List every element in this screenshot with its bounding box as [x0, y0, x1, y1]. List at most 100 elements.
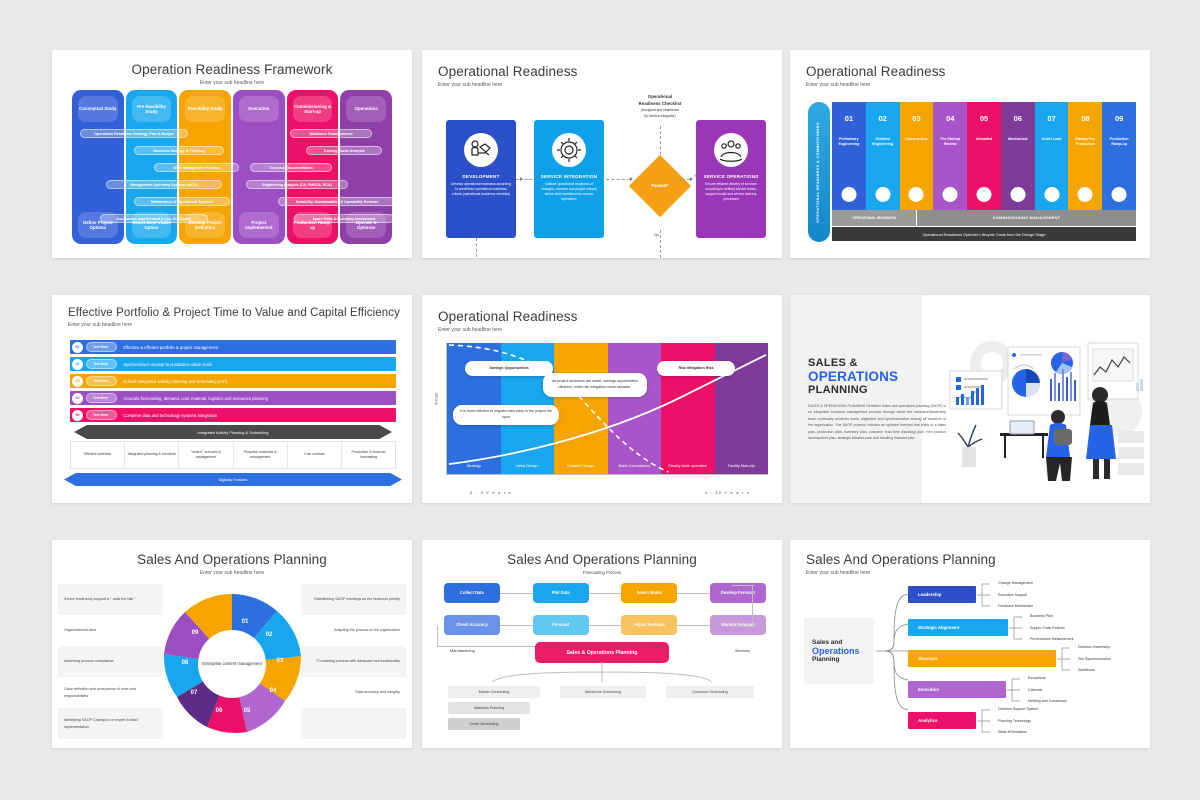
page-title: Sales And Operations Planning [806, 552, 996, 567]
chevron-step-05[interactable]: 05 Unloaded [967, 102, 1001, 210]
page-subtitle: Enter your sub headline here [438, 327, 503, 333]
chevron-step-08[interactable]: 08 Startup Pre-Production [1068, 102, 1103, 210]
portfolio-row[interactable]: 03 Text Here Robust integrated activity … [70, 374, 396, 388]
manufacturing-list: Master Scheduling Materials Planning Ord… [448, 686, 540, 730]
column-header: Commissioning & Start-up [292, 96, 333, 122]
step-forecast[interactable]: Forecast [532, 615, 589, 635]
step-select-model[interactable]: Select Model [621, 583, 678, 603]
connector-line [437, 625, 438, 647]
slide-effective-portfolio[interactable]: Effective Portfolio & Project Time to Va… [52, 295, 412, 503]
row-text: Complete data and technology systems int… [123, 412, 218, 418]
chevron-step-02[interactable]: 02 Detailed Engineering [865, 102, 900, 210]
column-pre-feasibility-study[interactable]: Pre-feasibility Study Select Most Viable… [125, 90, 178, 244]
gear-right-items: Establishing S&OP meetings as the busine… [301, 584, 406, 739]
slide-sop-mindmap[interactable]: Sales And Operations Planning Enter your… [790, 540, 1150, 748]
band-operational-readiness: OPERATIONAL READINESS [832, 210, 918, 226]
svg-text:02: 02 [266, 632, 273, 638]
step-monitor-forecast[interactable]: Monitor Forecast [709, 615, 766, 635]
chevron-step-06[interactable]: 06 Mechanical [1000, 102, 1035, 210]
portfolio-row[interactable]: 04 Text Here Accurate forecasting, deman… [70, 391, 396, 405]
step-plot-data[interactable]: Plot Data [532, 583, 589, 603]
column-operations[interactable]: Operations Operate & Optimize [340, 90, 393, 244]
forecast-row-2: Check Accuracy Forecast Adjust Forecast … [444, 615, 766, 635]
portfolio-row[interactable]: 01 Text Here Effective & efficient portf… [70, 340, 396, 354]
row-number: 05 [72, 409, 83, 421]
slide-operational-readiness-cost-curve[interactable]: Operational Readiness Enter your sub hea… [422, 295, 782, 503]
page-title: Operational Readiness [438, 309, 578, 324]
step-develop-forecast[interactable]: Develop Forecast [709, 583, 766, 603]
leaf-item: Feedback Mechanism [998, 604, 1034, 608]
phase-service-integration[interactable]: SERVICE INTEGRATION Validate operational… [534, 120, 604, 238]
heading-line1: SALES & [808, 357, 858, 369]
branch-leadership[interactable]: Leadership [908, 586, 976, 603]
branch-analytics[interactable]: Analytics [908, 712, 976, 729]
connector-line [752, 585, 753, 627]
phase-service-operations[interactable]: SERVICE OPERATIONS Ensure efficient deli… [696, 120, 766, 238]
svg-text:08: 08 [182, 660, 189, 666]
portfolio-row[interactable]: 05 Text Here Complete data and technolog… [70, 408, 396, 422]
list-item: Organizational silos [64, 628, 97, 633]
segment-build-commission[interactable]: Build Commission [607, 343, 661, 474]
bubble-savings-opportunities: Savings Opportunities [465, 361, 553, 376]
step-collect-data[interactable]: Collect Data [444, 583, 500, 603]
connector-line [470, 625, 734, 626]
portfolio-row[interactable]: 02 Text Here Synchronized concept to pro… [70, 357, 396, 371]
step-adjust-forecast[interactable]: Adjust Forecast [621, 615, 678, 635]
vertical-tab: OPERATIONAL READINESS & COMMISSIONING [808, 102, 830, 242]
checklist-note: Operational Readiness Checklist (Designe… [610, 94, 710, 119]
page-subtitle: Enter your sub headline here [806, 570, 871, 576]
flow-canvas: Operational Readiness Checklist (Designe… [438, 90, 770, 258]
slide-operation-readiness-framework[interactable]: Operation Readiness Framework Enter your… [52, 50, 412, 258]
decision-label: Passed? [651, 183, 669, 188]
list-item: Master Scheduling [448, 686, 540, 698]
chevron-step-03[interactable]: 03 Construction [899, 102, 934, 210]
leaf-item: Calendar [1028, 688, 1043, 692]
slide-sop-forecasting[interactable]: Sales And Operations Planning Forecastin… [422, 540, 782, 748]
capability-cell: Proactive materials & management [234, 442, 288, 468]
handshake-icon [464, 133, 498, 167]
list-item: Data accuracy and integrity [355, 690, 400, 695]
checklist-note-line2: by Service Integrator) [644, 114, 676, 119]
checklist-note-line1: (Designed and Maintained [640, 108, 680, 113]
step-number: 01 [844, 114, 854, 123]
left-panel [790, 295, 922, 503]
slide-operational-readiness-flow[interactable]: Operational Readiness Enter your sub hea… [422, 50, 782, 258]
production-icon [1111, 187, 1127, 202]
row-number: 03 [72, 375, 83, 387]
column-footer: Production Ramp-up [292, 212, 333, 238]
workforce-list: Workforce Scheduling [560, 686, 646, 698]
phase-development[interactable]: DEVELOPMENT Develop operational readines… [446, 120, 516, 238]
chevron-step-04[interactable]: 04 Pre-Startup Review [933, 102, 968, 210]
slide-sop-gear[interactable]: Sales And Operations Planning Enter your… [52, 540, 412, 748]
step-number: 03 [912, 114, 921, 123]
svg-text:06: 06 [216, 708, 223, 714]
core-line3: Planning [812, 656, 840, 663]
bubble-risk-mitigation: Risk Mitigation Risk [657, 361, 735, 376]
x-axis-left-label: 0 - 4 Y e a r s [470, 490, 512, 495]
slide-operational-readiness-chevrons[interactable]: Operational Readiness Enter your sub hea… [790, 50, 1150, 258]
chevron-step-07[interactable]: 07 Under Load [1034, 102, 1069, 210]
column-commissioning-startup[interactable]: Commissioning & Start-up Production Ramp… [286, 90, 339, 244]
chevron-step-01[interactable]: 01 Preliminary Engineering [832, 102, 866, 210]
branch-strategic-alignment[interactable]: Strategic Alignment [908, 619, 1008, 636]
step-label: Under Load [1041, 137, 1062, 141]
column-conceptual-study[interactable]: Conceptual Study Define Project Options [72, 90, 124, 244]
center-node-sop[interactable]: Sales & Operations Planning [535, 642, 669, 663]
label-manufacturing: Manufacturing [450, 648, 475, 653]
chevron-step-09[interactable]: 09 Production Ramp-up [1102, 102, 1137, 210]
column-execution[interactable]: Execution Project Implemented [233, 90, 285, 244]
column-feasibility-study[interactable]: Feasibility Study Develop Project Defini… [179, 90, 232, 244]
slide-sop-intro[interactable]: SALES & OPERATIONS PLANNING SALES & OPER… [790, 295, 1150, 503]
row-tag: Text Here [86, 359, 118, 369]
core-node[interactable]: Sales and Operations Planning [804, 618, 874, 684]
step-check-accuracy[interactable]: Check Accuracy [444, 615, 500, 635]
branch-structure[interactable]: Structure [908, 650, 1056, 667]
leaf-item: Meeting and Consensus [1028, 699, 1067, 703]
heading-line3: PLANNING [808, 384, 868, 396]
step-number: 02 [878, 114, 887, 123]
y-axis-label: $ Cost [433, 393, 439, 405]
branch-execution[interactable]: Execution [908, 681, 1006, 698]
segment-detailed-design[interactable]: Detailed Design [554, 343, 608, 474]
leaf-item: Supply Chain Policies [1030, 626, 1065, 630]
list-item: Customer Scheduling [666, 686, 754, 698]
